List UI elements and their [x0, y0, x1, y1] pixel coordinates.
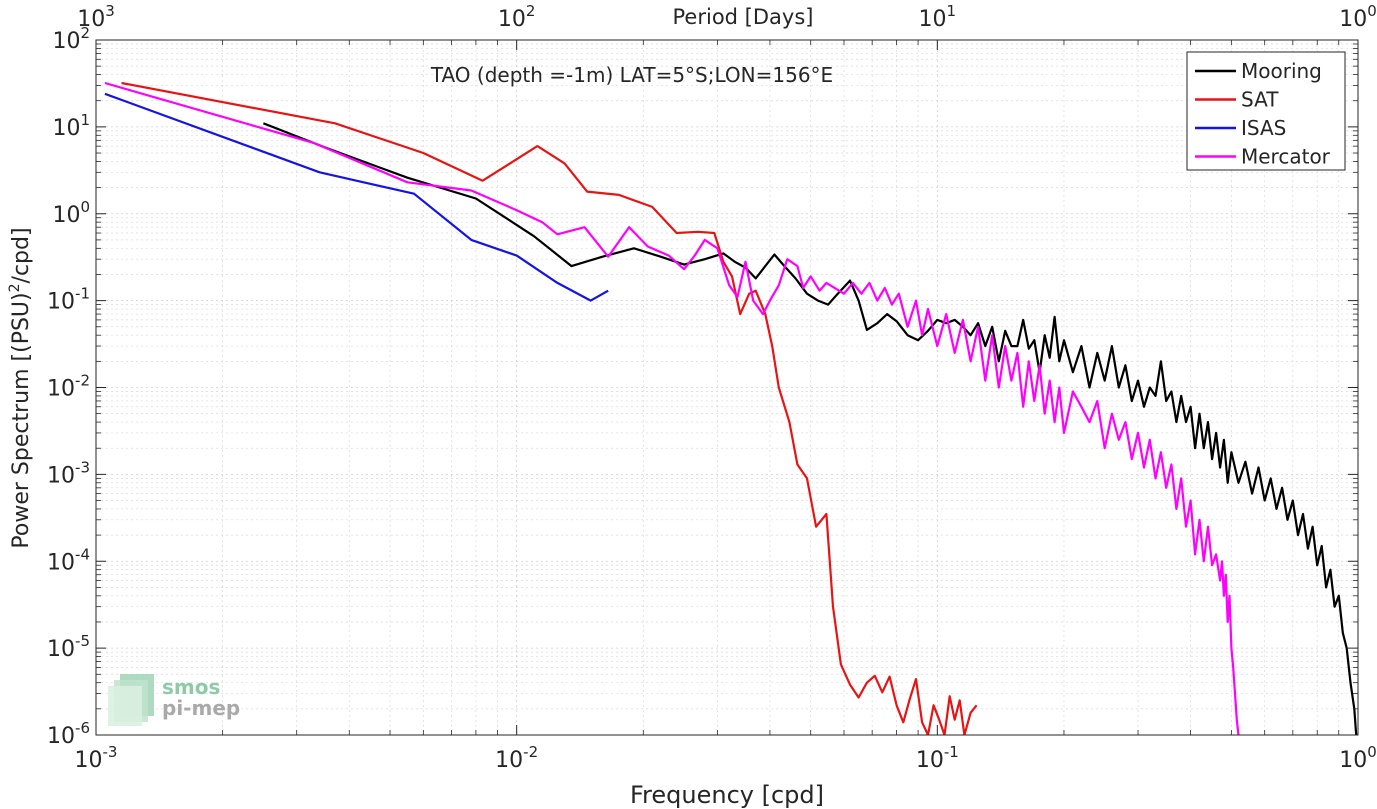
y-tick-label-base: 10 [52, 116, 80, 141]
top-tick-label: 103 [77, 2, 115, 32]
y-tick-label-exponent: -2 [75, 372, 90, 390]
y-tick-label-exponent: -3 [75, 458, 90, 476]
y-tick-label-base: 10 [52, 203, 80, 228]
x-tick-label-base: 10 [1339, 748, 1367, 773]
y-axis-label: Power Spectrum [(PSU)2/cpd] [7, 227, 34, 548]
top-axis-label: Period [Days] [673, 5, 814, 29]
legend-label-mooring: Mooring [1241, 59, 1322, 83]
top-tick-label: 102 [498, 2, 536, 32]
y-tick-label-exponent: 1 [80, 111, 90, 129]
top-tick-label-exponent: 1 [947, 2, 957, 20]
top-tick-label-base: 10 [498, 7, 526, 32]
y-tick-label-exponent: -1 [75, 285, 90, 303]
y-tick-label: 100 [52, 198, 90, 228]
y-tick-label-exponent: -6 [75, 719, 90, 737]
top-tick-label: 100 [1339, 2, 1377, 32]
y-tick-label-exponent: -4 [75, 545, 90, 563]
smos-pi-mep-logo: smos pi-mep [108, 674, 240, 726]
series-line-isas [104, 92, 609, 302]
y-tick-label-exponent: 2 [80, 24, 90, 42]
x-tick-label: 10-1 [916, 743, 959, 773]
x-tick-label-exponent: -1 [944, 743, 959, 761]
top-tick-label-base: 10 [77, 7, 105, 32]
y-tick-label-base: 10 [47, 290, 75, 315]
y-axis-label-tail: /cpd] [9, 227, 34, 283]
y-tick-label: 10-1 [47, 285, 90, 315]
logo-text-smos: smos [162, 675, 220, 699]
series-line-sat [121, 81, 978, 735]
y-axis-label-sup: 2 [7, 283, 23, 292]
x-tick-label-base: 10 [916, 748, 944, 773]
y-tick-label-base: 10 [47, 550, 75, 575]
y-axis-label-main: Power Spectrum [(PSU) [9, 292, 34, 548]
y-tick-label-base: 10 [47, 377, 75, 402]
top-tick-label-base: 10 [919, 7, 947, 32]
logo-text-pi-mep: pi-mep [162, 696, 240, 720]
y-tick-label-base: 10 [52, 29, 80, 54]
axis-ticks [95, 39, 1359, 736]
top-tick-label-exponent: 0 [1367, 2, 1377, 20]
x-tick-label: 10-3 [75, 743, 118, 773]
y-tick-label-exponent: -5 [75, 632, 90, 650]
x-axis-label: Frequency [cpd] [630, 781, 824, 809]
legend-label-isas: ISAS [1241, 116, 1286, 140]
y-tick-label-base: 10 [47, 463, 75, 488]
logo-mark-front [108, 686, 142, 726]
y-tick-label-base: 10 [47, 637, 75, 662]
y-tick-label: 10-4 [47, 545, 90, 575]
major-grid [95, 39, 1359, 736]
legend: Mooring SAT ISAS Mercator [1186, 51, 1346, 171]
x-tick-label: 100 [1339, 743, 1377, 773]
legend-label-sat: SAT [1241, 88, 1279, 112]
top-tick-label-exponent: 3 [105, 2, 115, 20]
x-tick-label-base: 10 [75, 748, 103, 773]
y-tick-label: 102 [52, 24, 90, 54]
y-tick-label: 10-6 [47, 719, 90, 749]
top-tick-label: 101 [919, 2, 957, 32]
x-tick-label-base: 10 [495, 748, 523, 773]
y-tick-label-base: 10 [47, 724, 75, 749]
x-tick-label-exponent: -3 [103, 743, 118, 761]
y-tick-label-exponent: 0 [80, 198, 90, 216]
y-tick-label: 10-5 [47, 632, 90, 662]
series-line-mercator [104, 81, 1240, 735]
x-tick-label-exponent: -2 [523, 743, 538, 761]
top-tick-label-base: 10 [1339, 7, 1367, 32]
x-tick-label-exponent: 0 [1367, 743, 1377, 761]
series-line-mooring [262, 122, 1358, 735]
series-layer [104, 81, 1358, 735]
y-tick-label: 10-2 [47, 372, 90, 402]
y-tick-label: 10-3 [47, 458, 90, 488]
chart-title: TAO (depth =-1m) LAT=5°S;LON=156°E [430, 63, 833, 87]
legend-label-mercator: Mercator [1241, 145, 1331, 169]
y-tick-label: 101 [52, 111, 90, 141]
x-tick-label: 10-2 [495, 743, 538, 773]
top-tick-label-exponent: 2 [526, 2, 536, 20]
